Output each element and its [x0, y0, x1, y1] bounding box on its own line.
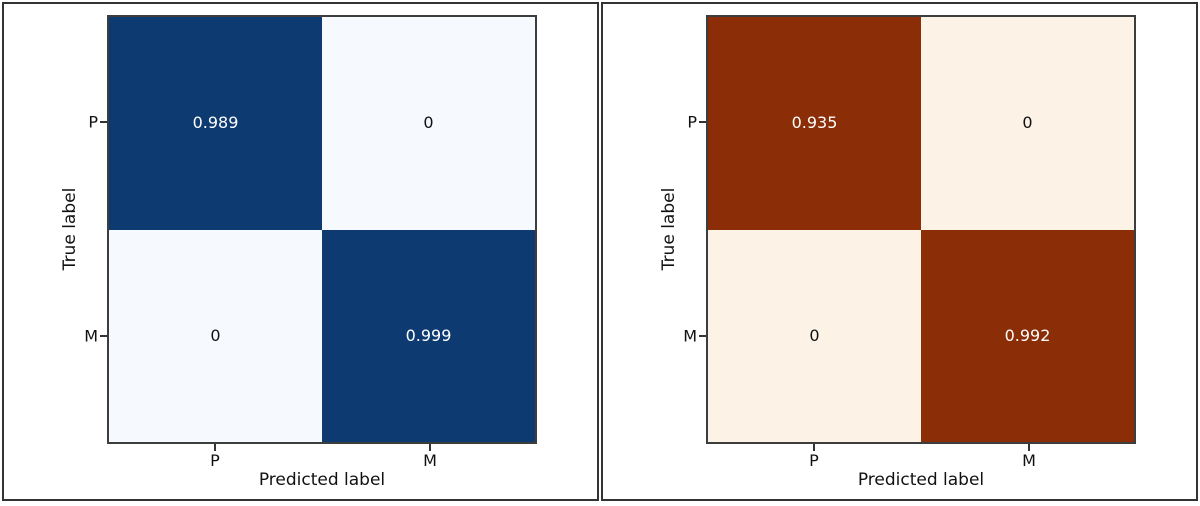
x-tick-label: P — [210, 451, 220, 470]
y-tick-label: P — [88, 112, 98, 132]
cell-value: 0.992 — [1004, 325, 1051, 345]
y-tick-mark — [100, 121, 107, 123]
matrix-cell-pm: 0 — [921, 17, 1134, 230]
x-tick-mark — [214, 444, 216, 451]
x-tick-label: P — [809, 451, 819, 470]
x-tick-mark — [429, 444, 431, 451]
y-tick-mark — [699, 121, 706, 123]
matrix-cell-mp: 0 — [708, 229, 921, 442]
cell-value: 0 — [1022, 113, 1033, 133]
matrix-cell-pp: 0.935 — [708, 17, 921, 230]
heatmap-axes: 0.935 0 0 0.992 — [706, 15, 1136, 444]
matrix-cell-mm: 0.999 — [322, 229, 535, 442]
matrix-cell-pm: 0 — [322, 17, 535, 230]
cell-value: 0 — [809, 325, 820, 345]
y-tick-label: M — [84, 326, 98, 346]
heatmap-axes: 0.989 0 0 0.999 — [107, 15, 537, 444]
x-tick-label: M — [423, 451, 437, 470]
x-tick-mark — [813, 444, 815, 451]
matrix-cell-pp: 0.989 — [109, 17, 322, 230]
y-tick-mark — [100, 335, 107, 337]
matrix-cell-mm: 0.992 — [921, 229, 1134, 442]
x-axis-label: Predicted label — [258, 470, 386, 490]
cell-value: 0.935 — [791, 113, 838, 133]
cell-value: 0 — [210, 325, 221, 345]
y-tick-mark — [699, 335, 706, 337]
y-axis-label: True label — [60, 187, 80, 271]
matrix-cell-mp: 0 — [109, 229, 322, 442]
y-axis-label: True label — [659, 187, 679, 271]
x-axis-label: Predicted label — [857, 470, 985, 490]
cell-value: 0.999 — [405, 325, 452, 345]
x-tick-mark — [1028, 444, 1030, 451]
y-tick-label: M — [683, 326, 697, 346]
x-tick-label: M — [1022, 451, 1036, 470]
confusion-matrix-panel-oranges: 0.935 0 0 0.992 P M P M True label Predi… — [601, 2, 1198, 501]
y-tick-label: P — [687, 112, 697, 132]
cell-value: 0.989 — [192, 113, 239, 133]
confusion-matrix-panel-blues: 0.989 0 0 0.999 P M P M True label Predi… — [2, 2, 599, 501]
cell-value: 0 — [423, 113, 434, 133]
